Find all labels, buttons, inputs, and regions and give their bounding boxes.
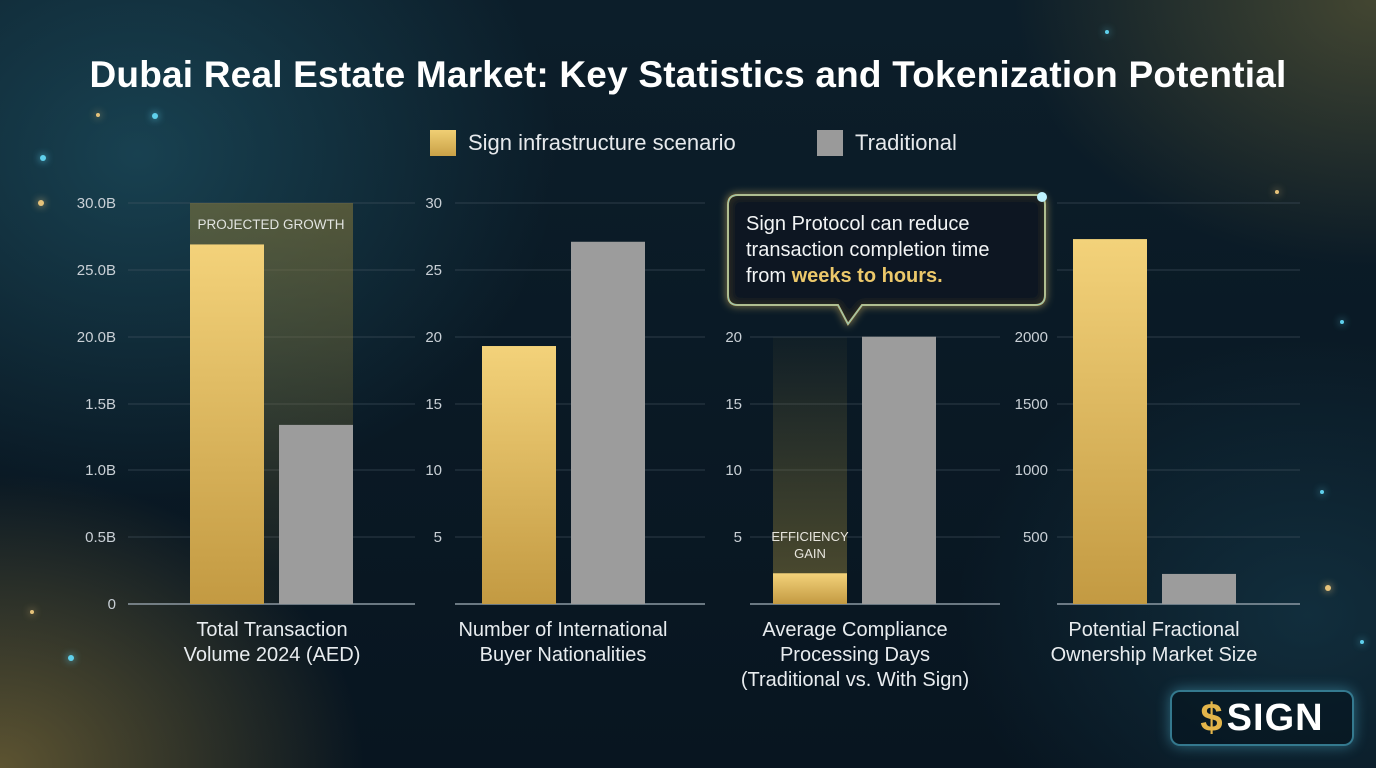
legend-label-sign: Sign infrastructure scenario [468, 130, 736, 155]
decorative-dot [152, 113, 158, 119]
bar-sign [773, 573, 847, 604]
logo-text: SIGN [1226, 696, 1324, 739]
efficiency-gain-label: GAIN [794, 546, 826, 561]
tick-label: 500 [1023, 529, 1048, 546]
tick-label: 30 [425, 195, 442, 212]
decorative-dot [40, 155, 46, 161]
tick-label: 20.0B [77, 329, 116, 346]
decorative-dot [68, 655, 74, 661]
callout-line-1: Sign Protocol can reduce [746, 213, 969, 235]
chart-title: Dubai Real Estate Market: Key Statistics… [89, 54, 1287, 95]
decorative-dot [1275, 190, 1279, 194]
legend-swatch-traditional [817, 130, 843, 156]
bar-traditional [279, 424, 353, 604]
decorative-dot [1320, 490, 1324, 494]
sign-logo: $ SIGN [1170, 690, 1354, 746]
efficiency-gain-label: EFFICIENCY [771, 529, 849, 544]
category-label: (Traditional vs. With Sign) [741, 669, 969, 691]
tick-label: 10 [425, 462, 442, 479]
decorative-dot [1340, 320, 1344, 324]
legend-label-traditional: Traditional [855, 130, 957, 155]
tick-label: 0 [108, 596, 116, 613]
category-label: Processing Days [780, 644, 930, 666]
decorative-dot [1325, 585, 1331, 591]
bar-sign [190, 244, 264, 605]
tick-label: 5 [734, 529, 742, 546]
legend-item-sign: Sign infrastructure scenario [430, 130, 736, 156]
callout-line-2: transaction completion time [746, 239, 989, 261]
bar-traditional [571, 241, 645, 604]
category-label: Average Compliance [762, 619, 947, 641]
legend-item-traditional: Traditional [817, 130, 957, 156]
tick-label: 1000 [1015, 462, 1048, 479]
legend: Sign infrastructure scenario Traditional [0, 130, 1376, 160]
tick-label: 20 [425, 329, 442, 346]
bar-sign [1073, 239, 1147, 604]
bars [190, 239, 1236, 605]
decorative-dot [30, 610, 34, 614]
callout-highlight: weeks to hours. [791, 265, 943, 287]
bar-traditional [862, 336, 936, 604]
bar-traditional [1162, 573, 1236, 604]
callout-line-3: from weeks to hours. [746, 265, 943, 287]
axis-labels: 0 0.5B 1.0B 1.5B 20.0B 25.0B 30.0B 5 10 15 20 25 30 5… [77, 195, 1258, 691]
tick-label: 1.5B [85, 396, 116, 413]
tick-label: 15 [425, 396, 442, 413]
dollar-icon: $ [1200, 695, 1223, 740]
legend-swatch-sign [430, 130, 456, 156]
tick-label: 30.0B [77, 195, 116, 212]
category-label: Number of International [458, 619, 667, 641]
decorative-dot [96, 113, 100, 117]
category-label: Volume 2024 (AED) [184, 644, 361, 666]
callout-sparkle [1037, 192, 1047, 202]
callout: Sign Protocol can reduce transaction comp… [727, 192, 1047, 326]
tick-label: 10 [725, 462, 742, 479]
efficiency-gain-glow [773, 337, 847, 604]
category-label: Total Transaction [196, 619, 347, 641]
category-label: Ownership Market Size [1051, 644, 1258, 666]
tick-label: 2000 [1015, 329, 1048, 346]
tick-label: 5 [434, 529, 442, 546]
category-label: Buyer Nationalities [480, 644, 647, 666]
tick-label: 1500 [1015, 396, 1048, 413]
tick-label: 1.0B [85, 462, 116, 479]
category-label: Potential Fractional [1068, 619, 1239, 641]
tick-label: 15 [725, 396, 742, 413]
bar-sign [482, 346, 556, 604]
tick-label: 0.5B [85, 529, 116, 546]
decorative-dot [1105, 30, 1109, 34]
projected-growth-label: PROJECTED GROWTH [198, 217, 345, 232]
tick-label: 25.0B [77, 262, 116, 279]
tick-label: 20 [725, 329, 742, 346]
callout-line-3-prefix: from [746, 265, 792, 287]
decorative-dot [38, 200, 44, 206]
decorative-dot [1360, 640, 1364, 644]
tick-label: 25 [425, 262, 442, 279]
